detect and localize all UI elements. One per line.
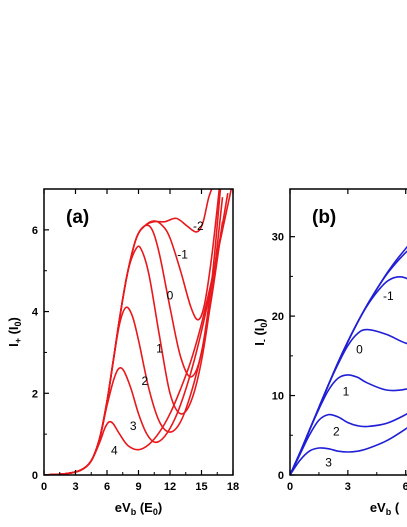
y-tick-label: 0 bbox=[32, 470, 38, 482]
plot-frame bbox=[289, 188, 407, 476]
curve-label: 3 bbox=[130, 419, 137, 433]
y-tick-label: 20 bbox=[272, 311, 284, 323]
curve-label: 2 bbox=[141, 374, 148, 388]
x-tick-label: 12 bbox=[164, 481, 176, 493]
y-tick-label: 10 bbox=[272, 391, 284, 403]
series-line--3 bbox=[290, 245, 407, 475]
x-tick-label: 6 bbox=[403, 481, 407, 493]
x-tick-label: 0 bbox=[287, 481, 293, 493]
series-line-1 bbox=[290, 374, 407, 475]
series-line--1 bbox=[290, 276, 407, 475]
curve-label: -1 bbox=[177, 247, 188, 261]
series-group bbox=[44, 189, 233, 475]
series-line-1 bbox=[44, 197, 224, 475]
x-tick-label: 15 bbox=[195, 481, 207, 493]
x-tick-label: 3 bbox=[345, 481, 351, 493]
curve-label: 1 bbox=[343, 385, 350, 399]
series-line--2 bbox=[44, 189, 213, 475]
x-axis-title: eVb (E0) bbox=[115, 500, 162, 517]
y-tick-label: 30 bbox=[272, 232, 284, 244]
curve-label: 1 bbox=[156, 341, 163, 355]
x-axis-title: eVb ( bbox=[370, 500, 400, 517]
series-group bbox=[290, 245, 407, 475]
x-tick-label: 18 bbox=[227, 481, 239, 493]
y-axis-title: I- (I0) bbox=[252, 318, 269, 346]
panel-label: (a) bbox=[66, 207, 89, 228]
panel-label: (b) bbox=[312, 207, 336, 228]
x-tick-label: 9 bbox=[135, 481, 141, 493]
series-line-2 bbox=[44, 221, 224, 475]
y-axis-title: I+ (I0) bbox=[6, 317, 23, 347]
curve-label: -2 bbox=[193, 219, 204, 233]
y-tick-label: 2 bbox=[32, 388, 38, 400]
curve-label: 2 bbox=[333, 424, 340, 438]
y-tick-label: 0 bbox=[278, 470, 284, 482]
series-line-2 bbox=[290, 413, 407, 475]
curve-label: 0 bbox=[167, 288, 174, 302]
x-tick-label: 3 bbox=[72, 481, 78, 493]
x-tick-label: 0 bbox=[41, 481, 47, 493]
curve-label: 4 bbox=[111, 444, 118, 458]
series-line-3 bbox=[290, 427, 407, 475]
curve-label: 3 bbox=[325, 455, 332, 469]
curve-label: -1 bbox=[383, 289, 394, 303]
curve-label: 0 bbox=[356, 342, 363, 356]
y-tick-label: 6 bbox=[32, 225, 38, 237]
x-tick-label: 6 bbox=[104, 481, 110, 493]
y-tick-label: 4 bbox=[32, 307, 39, 319]
